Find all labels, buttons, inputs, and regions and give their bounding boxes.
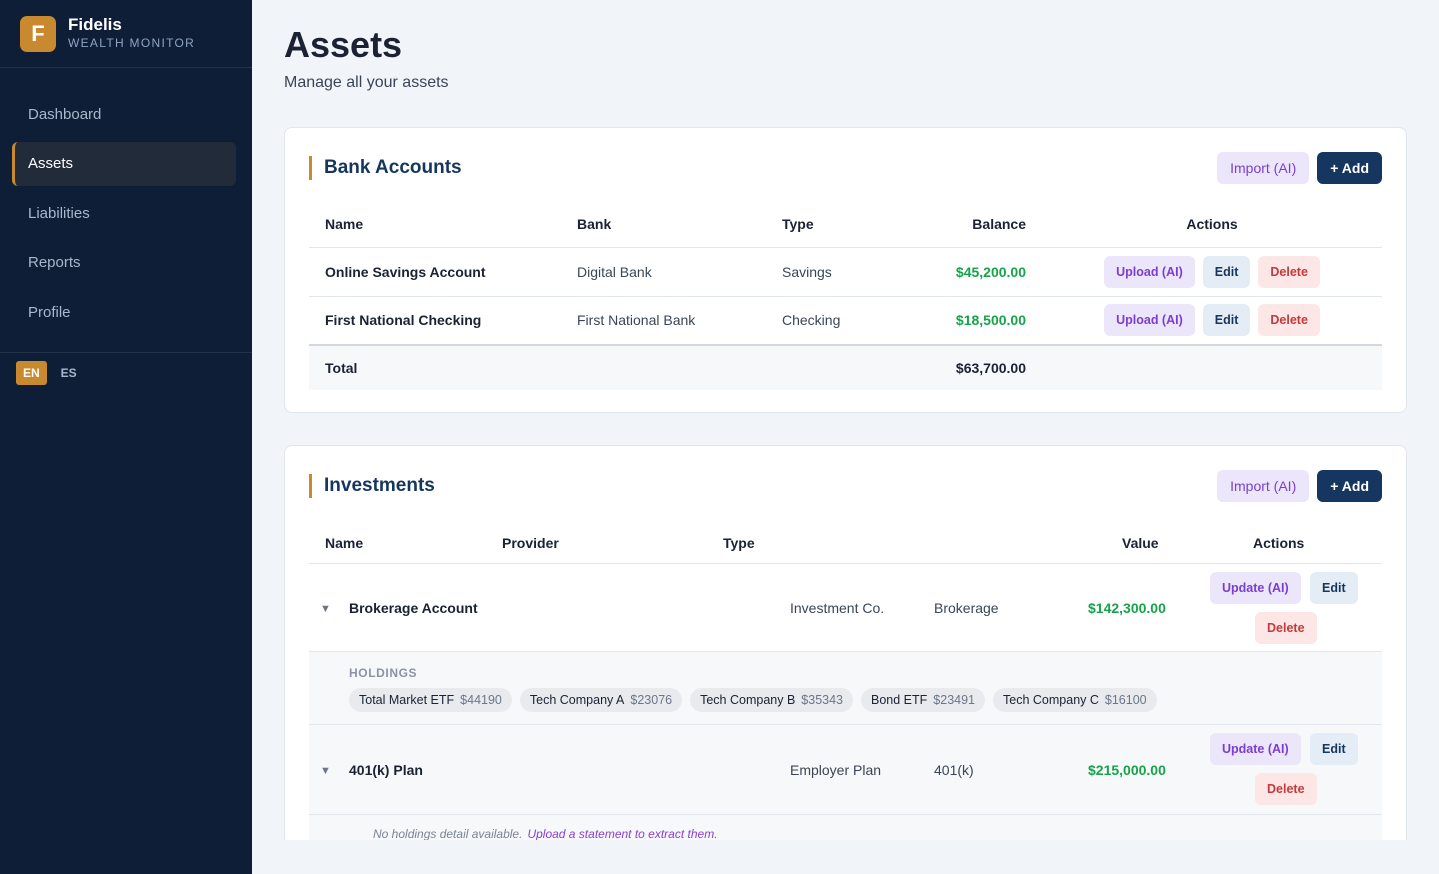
page-subtitle: Manage all your assets	[284, 74, 449, 91]
delete-button[interactable]: Delete	[1258, 304, 1320, 337]
main-content: Assets Manage all your assets Bank Accou…	[284, 0, 1407, 840]
holdings-panel: No holdings detail available. Upload a st…	[309, 815, 1382, 840]
total-row: Total $63,700.00	[309, 344, 1382, 390]
lang-es-button[interactable]: ES	[60, 366, 77, 380]
table-row[interactable]: ▼ 401(k) Plan Employer Plan 401(k) $215,…	[309, 725, 1382, 815]
investment-provider: Investment Co.	[790, 600, 885, 616]
investments-add-button[interactable]: + Add	[1317, 470, 1382, 502]
holding-name: Total Market ETF	[359, 693, 455, 707]
investment-name: Brokerage Account	[349, 600, 478, 616]
holdings-panel: HOLDINGS Total Market ETF $44190 Tech Com…	[309, 652, 1382, 725]
edit-button[interactable]: Edit	[1202, 255, 1251, 288]
sidebar-item-reports[interactable]: Reports	[28, 254, 81, 271]
column-header-name[interactable]: Name	[309, 202, 561, 248]
investment-value: $215,000.00	[1088, 762, 1166, 778]
brand-logo: F	[20, 15, 56, 52]
column-header-bank[interactable]: Bank	[561, 202, 766, 248]
lang-en-button[interactable]: EN	[16, 361, 47, 385]
brand-name: Fidelis	[68, 15, 122, 34]
holdings-label: HOLDINGS	[349, 666, 418, 680]
account-name: First National Checking	[309, 296, 561, 346]
investment-name: 401(k) Plan	[349, 762, 423, 778]
bank-accounts-card: Bank Accounts Import (AI) + Add Name Ban…	[284, 127, 1407, 413]
bank-add-button[interactable]: + Add	[1317, 152, 1382, 184]
bank-accounts-table: Name Bank Type Balance Actions Online Sa…	[309, 202, 1382, 390]
table-row[interactable]: ▼ Brokerage Account Investment Co. Broke…	[309, 564, 1382, 652]
column-header-type[interactable]: Type	[766, 202, 884, 248]
account-bank: Digital Bank	[561, 247, 766, 297]
holding-chip: Bond ETF $23491	[861, 688, 986, 712]
column-header-name[interactable]: Name	[325, 535, 364, 551]
account-balance: $45,200.00	[884, 247, 1042, 297]
account-bank: First National Bank	[561, 296, 766, 346]
brand-subtitle: WEALTH MONITOR	[68, 36, 196, 50]
total-value: $63,700.00	[884, 344, 1042, 390]
update-ai-button[interactable]: Update (AI)	[1210, 733, 1301, 765]
investment-value: $142,300.00	[1088, 600, 1166, 616]
sidebar: F Fidelis WEALTH MONITOR Dashboard Asset…	[0, 0, 252, 874]
column-header-value[interactable]: Value	[1122, 535, 1159, 551]
sidebar-item-profile[interactable]: Profile	[28, 303, 71, 321]
edit-button[interactable]: Edit	[1310, 733, 1358, 765]
delete-button[interactable]: Delete	[1258, 255, 1320, 288]
holding-value: $44190	[460, 693, 502, 707]
holding-value: $23076	[630, 693, 673, 707]
column-header-provider[interactable]: Provider	[502, 535, 559, 551]
holding-value: $35343	[801, 693, 844, 707]
edit-button[interactable]: Edit	[1202, 304, 1251, 337]
upload-ai-button[interactable]: Upload (AI)	[1104, 304, 1195, 337]
holding-name: Tech Company A	[529, 693, 625, 707]
table-row: First National Checking First National B…	[309, 296, 1382, 346]
upload-ai-button[interactable]: Upload (AI)	[1104, 255, 1195, 288]
investments-card: Investments Import (AI) + Add Name Provi…	[284, 445, 1407, 840]
delete-button[interactable]: Delete	[1255, 612, 1317, 644]
column-header-balance[interactable]: Balance	[884, 202, 1042, 248]
chevron-down-icon[interactable]: ▼	[320, 603, 331, 615]
account-type: Checking	[766, 296, 884, 346]
table-header-row: Name Bank Type Balance Actions	[309, 202, 1382, 248]
brand[interactable]: F Fidelis WEALTH MONITOR	[0, 0, 252, 68]
investments-table-header: Name Provider Type Value Actions	[309, 520, 1382, 564]
holding-chip: Tech Company C $16100	[993, 688, 1157, 712]
holding-name: Tech Company C	[1003, 693, 1099, 707]
account-balance: $18,500.00	[884, 296, 1042, 346]
sidebar-item-assets[interactable]: Assets	[12, 141, 236, 186]
language-switcher: EN ES	[0, 352, 252, 393]
edit-button[interactable]: Edit	[1310, 572, 1358, 604]
investment-type: 401(k)	[934, 762, 974, 778]
column-header-actions: Actions	[1253, 535, 1305, 551]
holding-value: $23491	[933, 693, 976, 707]
holding-name: Bond ETF	[871, 693, 928, 707]
upload-statement-link[interactable]: Upload a statement to extract them.	[527, 827, 718, 840]
total-label: Total	[309, 344, 561, 390]
bank-import-ai-button[interactable]: Import (AI)	[1217, 152, 1310, 184]
investments-title: Investments	[309, 474, 435, 498]
investment-provider: Employer Plan	[790, 762, 882, 778]
holding-chip: Total Market ETF $44190	[349, 688, 512, 712]
sidebar-item-dashboard[interactable]: Dashboard	[28, 105, 102, 123]
holding-chip: Tech Company B $35343	[690, 688, 854, 712]
holding-chip: Tech Company A $23076	[519, 688, 683, 712]
account-type: Savings	[766, 247, 884, 297]
table-row: Online Savings Account Digital Bank Savi…	[309, 247, 1382, 297]
chevron-down-icon[interactable]: ▼	[320, 765, 331, 777]
sidebar-item-liabilities[interactable]: Liabilities	[28, 204, 90, 222]
column-header-actions: Actions	[1042, 202, 1382, 248]
investment-type: Brokerage	[934, 600, 999, 616]
no-holdings-message: No holdings detail available. Upload a st…	[373, 827, 718, 840]
column-header-type[interactable]: Type	[723, 535, 755, 551]
bank-accounts-title: Bank Accounts	[309, 156, 462, 180]
investments-import-ai-button[interactable]: Import (AI)	[1217, 470, 1310, 502]
no-holdings-text: No holdings detail available.	[373, 827, 523, 840]
page-title: Assets	[284, 24, 403, 65]
sidebar-nav: Dashboard Assets Liabilities Reports Pro…	[0, 68, 252, 334]
update-ai-button[interactable]: Update (AI)	[1210, 572, 1301, 604]
account-name: Online Savings Account	[309, 247, 561, 297]
holding-value: $16100	[1104, 693, 1147, 707]
holding-name: Tech Company B	[700, 693, 796, 707]
delete-button[interactable]: Delete	[1255, 773, 1317, 805]
